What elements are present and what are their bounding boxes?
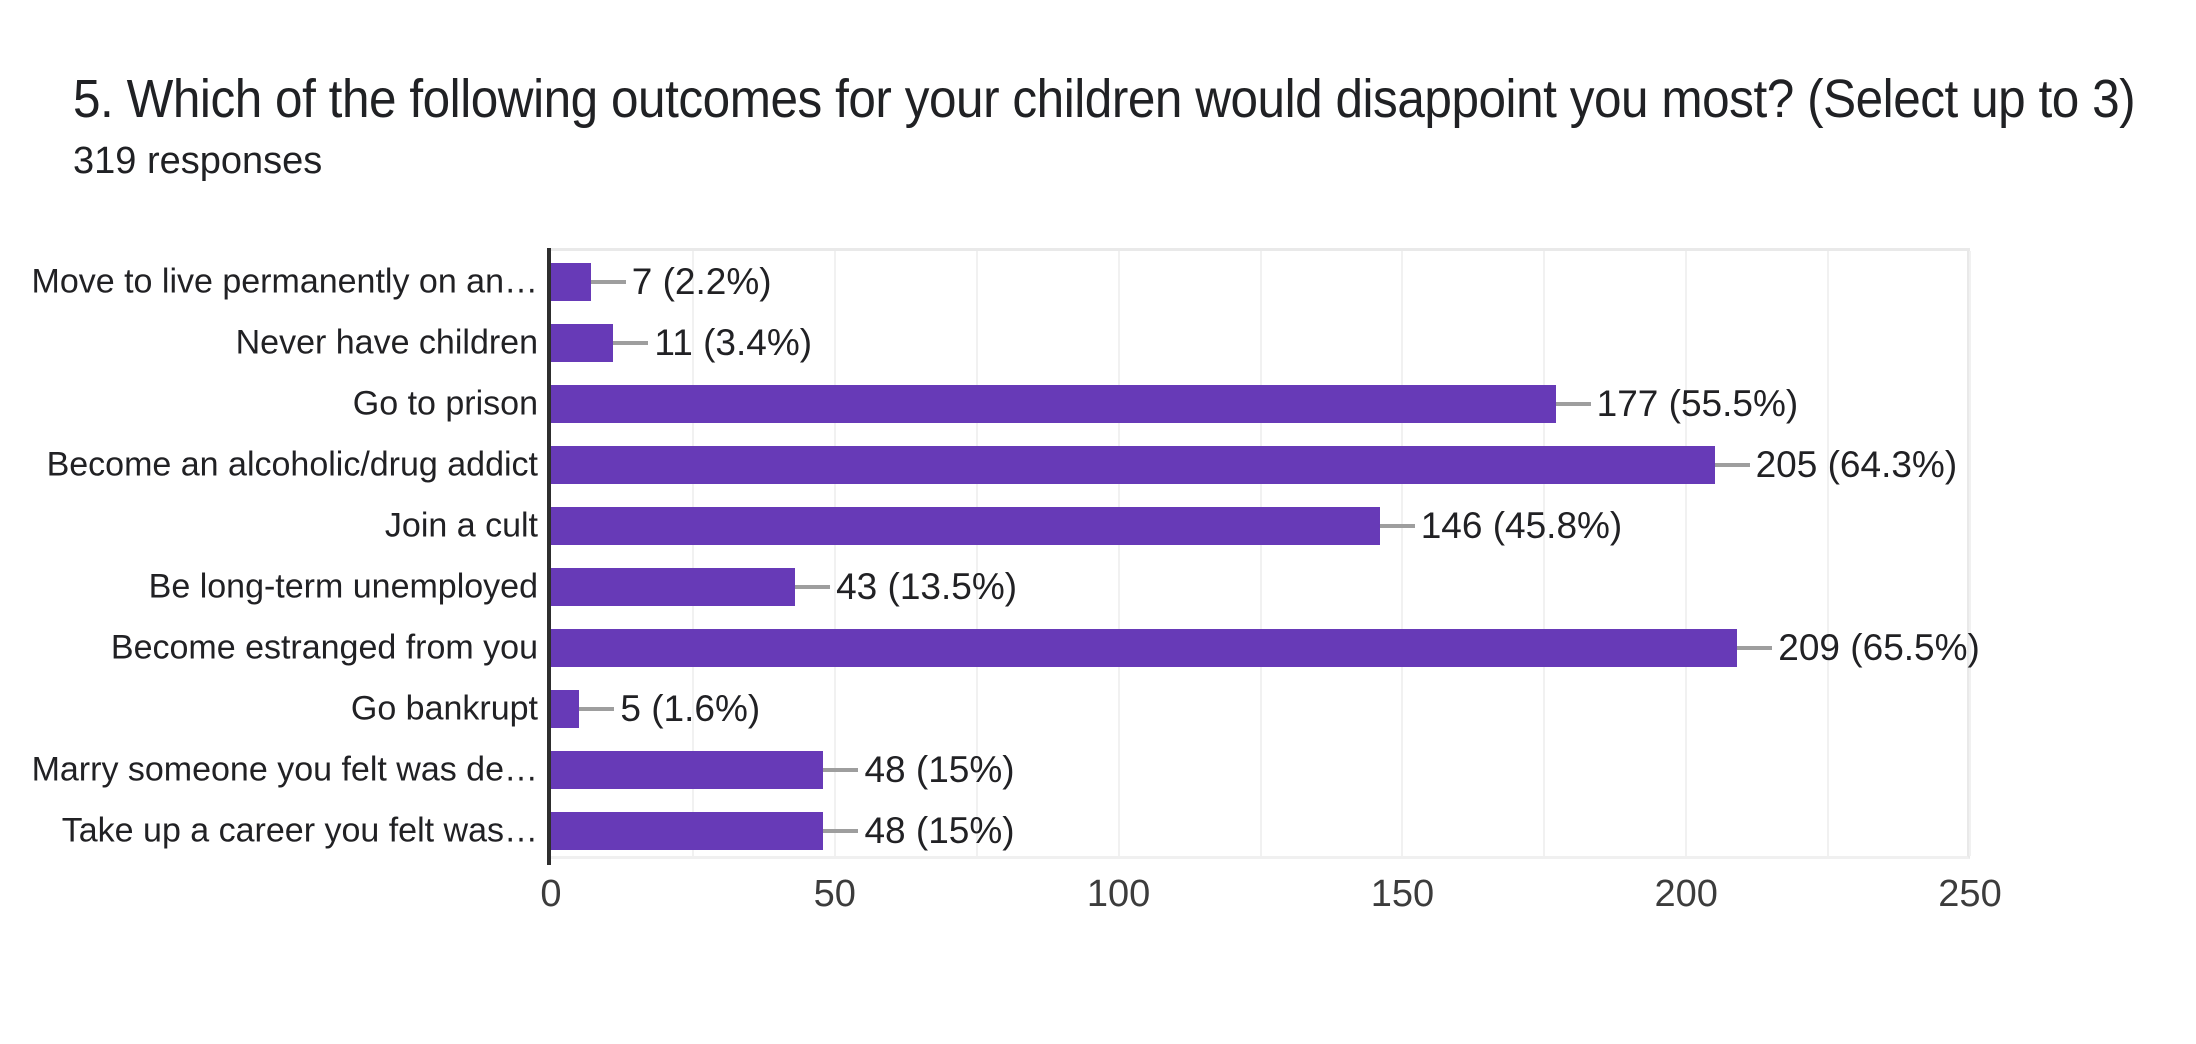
- bar: [551, 445, 1715, 484]
- leader-line: [1555, 401, 1591, 406]
- x-axis-ticks: 0 50 100 150 200 250: [540, 873, 2001, 923]
- category-label: Marry someone you felt was de…: [31, 750, 538, 789]
- gridline: [1827, 251, 1830, 856]
- value-label: 146 (45.8%): [1420, 504, 1623, 546]
- plot-area: Move to live permanently on an… 7 (2.2%) N…: [32, 248, 1980, 865]
- response-count: 319 responses: [73, 140, 323, 182]
- question-title: 5. Which of the following outcomes for y…: [73, 69, 2136, 129]
- value-label: 177 (55.5%): [1596, 382, 1799, 424]
- value-label: 48 (15%): [864, 810, 1015, 852]
- category-label: Become estranged from you: [110, 628, 538, 667]
- bar-row: Be long-term unemployed 43 (13.5%): [149, 557, 1967, 618]
- bar-annotation: 205 (64.3%): [1714, 443, 1958, 486]
- value-label: 209 (65.5%): [1778, 627, 1980, 669]
- bar-row: Become estranged from you 209 (65.5%): [111, 618, 1980, 679]
- x-tick-label: 0: [540, 873, 562, 915]
- gridline: [1685, 251, 1688, 856]
- leader-line: [579, 707, 615, 712]
- bar-annotation: 5 (1.6%): [579, 688, 760, 730]
- bar-annotation: 43 (13.5%): [795, 566, 1017, 608]
- bar-row: Go bankrupt 5 (1.6%): [351, 679, 1967, 740]
- bar: [551, 690, 580, 729]
- leader-line: [795, 585, 831, 590]
- leader-line: [613, 340, 649, 345]
- bar: [551, 262, 591, 301]
- leader-line: [823, 829, 859, 834]
- bar: [551, 323, 614, 362]
- category-label: Go bankrupt: [350, 689, 538, 728]
- bar: [551, 751, 824, 790]
- bar-row: Go to prison 177 (55.5%): [353, 373, 1967, 434]
- gridline: [1969, 251, 1971, 856]
- category-label: Go to prison: [352, 384, 538, 423]
- leader-line: [1714, 462, 1750, 467]
- gridline: [1543, 251, 1546, 856]
- value-label: 11 (3.4%): [654, 321, 813, 363]
- x-tick-label: 200: [1654, 873, 1718, 915]
- value-label: 7 (2.2%): [631, 260, 772, 302]
- bar-row: Take up a career you felt was… 48 (15%): [62, 801, 1967, 862]
- value-label: 43 (13.5%): [836, 566, 1018, 608]
- bar-row: Join a cult 146 (45.8%): [385, 495, 1967, 556]
- bar: [551, 568, 796, 607]
- x-tick-label: 100: [1086, 873, 1151, 915]
- bar: [551, 629, 1738, 668]
- gridline: [975, 251, 978, 856]
- bar-annotation: 177 (55.5%): [1555, 382, 1799, 425]
- leader-line: [590, 279, 626, 284]
- gridline: [1259, 251, 1262, 856]
- bar-annotation: 11 (3.4%): [613, 322, 812, 364]
- category-label: Be long-term unemployed: [148, 567, 538, 606]
- leader-line: [1737, 646, 1773, 651]
- value-label: 5 (1.6%): [620, 688, 761, 730]
- bar-annotation: 7 (2.2%): [590, 260, 772, 303]
- gridline: [1401, 251, 1404, 856]
- x-tick-label: 150: [1370, 873, 1435, 915]
- y-axis-line: [547, 248, 551, 865]
- category-label: Move to live permanently on an…: [31, 262, 538, 301]
- category-label: Become an alcoholic/drug addict: [46, 445, 538, 484]
- bar: [551, 506, 1380, 545]
- bar: [551, 384, 1556, 423]
- bar-row: Marry someone you felt was de… 48 (15%): [32, 740, 1967, 801]
- gridline: [1117, 251, 1120, 856]
- bar-annotation: 209 (65.5%): [1737, 627, 1980, 669]
- bar: [551, 812, 824, 851]
- bar-annotation: 48 (15%): [823, 749, 1015, 791]
- x-tick-label: 50: [813, 873, 856, 915]
- bar-row: Move to live permanently on an… 7 (2.2%): [32, 251, 1967, 312]
- leader-line: [823, 768, 859, 773]
- value-label: 205 (64.3%): [1755, 443, 1958, 485]
- bar-row: Become an alcoholic/drug addict 205 (64.3…: [47, 434, 1967, 495]
- bar-row: Never have children 11 (3.4%): [236, 312, 1967, 373]
- category-label: Take up a career you felt was…: [61, 811, 538, 850]
- category-label: Join a cult: [384, 506, 538, 545]
- leader-line: [1379, 523, 1415, 528]
- bar-annotation: 48 (15%): [823, 810, 1015, 852]
- x-tick-label: 250: [1938, 873, 2002, 915]
- value-label: 48 (15%): [864, 749, 1015, 791]
- gridline: [833, 251, 836, 856]
- bar-annotation: 146 (45.8%): [1379, 504, 1623, 547]
- gridline: [691, 251, 694, 856]
- category-label: Never have children: [235, 323, 538, 362]
